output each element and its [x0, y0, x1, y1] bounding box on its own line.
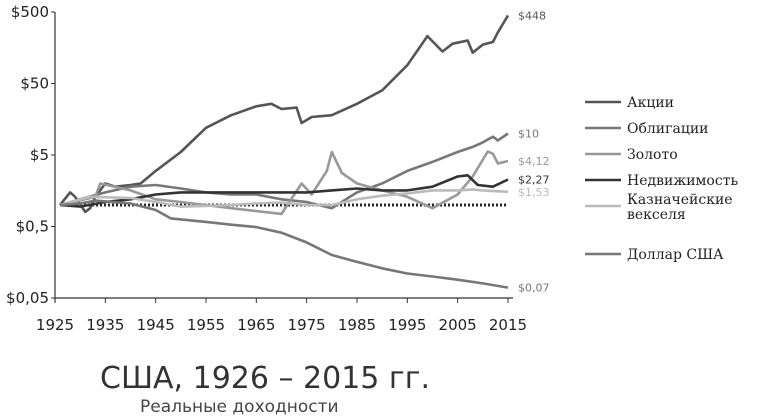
- series-line-4: [59, 188, 509, 208]
- y-tick-label: $0,5: [16, 218, 49, 236]
- series-end-label: $2,27: [518, 174, 550, 187]
- legend-label: Акции: [627, 95, 674, 111]
- y-tick-label: $50: [20, 75, 49, 93]
- x-tick-label: 2005: [439, 316, 477, 334]
- legend-label: Казначейские векселя: [627, 192, 733, 223]
- series-end-label: $448: [518, 9, 546, 22]
- x-tick-label: 1985: [338, 316, 376, 334]
- y-tick-label: $0,05: [6, 289, 49, 307]
- x-tick-label: 1965: [237, 316, 275, 334]
- series-end-label: $10: [518, 127, 539, 140]
- legend-label: Недвижимость: [627, 173, 738, 189]
- x-tick-label: 1925: [36, 316, 74, 334]
- series-end-label: $4,12: [518, 155, 550, 168]
- chart-axes: $500 $50 $5 $0,5 $0,05 1925 1935 1945 1955 1965 19…: [6, 3, 527, 334]
- legend-label: Золото: [627, 147, 678, 163]
- series-line-3: [59, 174, 509, 208]
- legend-label: Облигации: [627, 121, 708, 137]
- x-tick-label: 2015: [489, 316, 527, 334]
- y-tick-label: $500: [11, 3, 49, 21]
- series-line-0: [58, 14, 510, 214]
- chart-title: США, 1926 – 2015 гг.: [100, 361, 430, 396]
- x-tick-label: 1995: [388, 316, 426, 334]
- x-tick-label: 1955: [187, 316, 225, 334]
- x-tick-label: 1945: [137, 316, 175, 334]
- chart-legend: Акции Облигации Золото Недвижимость Казначей…: [585, 95, 738, 263]
- y-tick-label: $5: [30, 146, 49, 164]
- legend-label: Доллар США: [627, 247, 724, 263]
- x-tick-label: 1935: [86, 316, 124, 334]
- series-end-label: $1,53: [518, 186, 550, 199]
- chart-series: $448 $10 $4,12 $2,27$1,53 $0,07: [58, 9, 550, 295]
- series-end-label: $0,07: [518, 282, 550, 295]
- series-line-5: [59, 199, 509, 289]
- chart-subtitle: Реальные доходности: [140, 397, 339, 416]
- x-tick-label: 1975: [288, 316, 326, 334]
